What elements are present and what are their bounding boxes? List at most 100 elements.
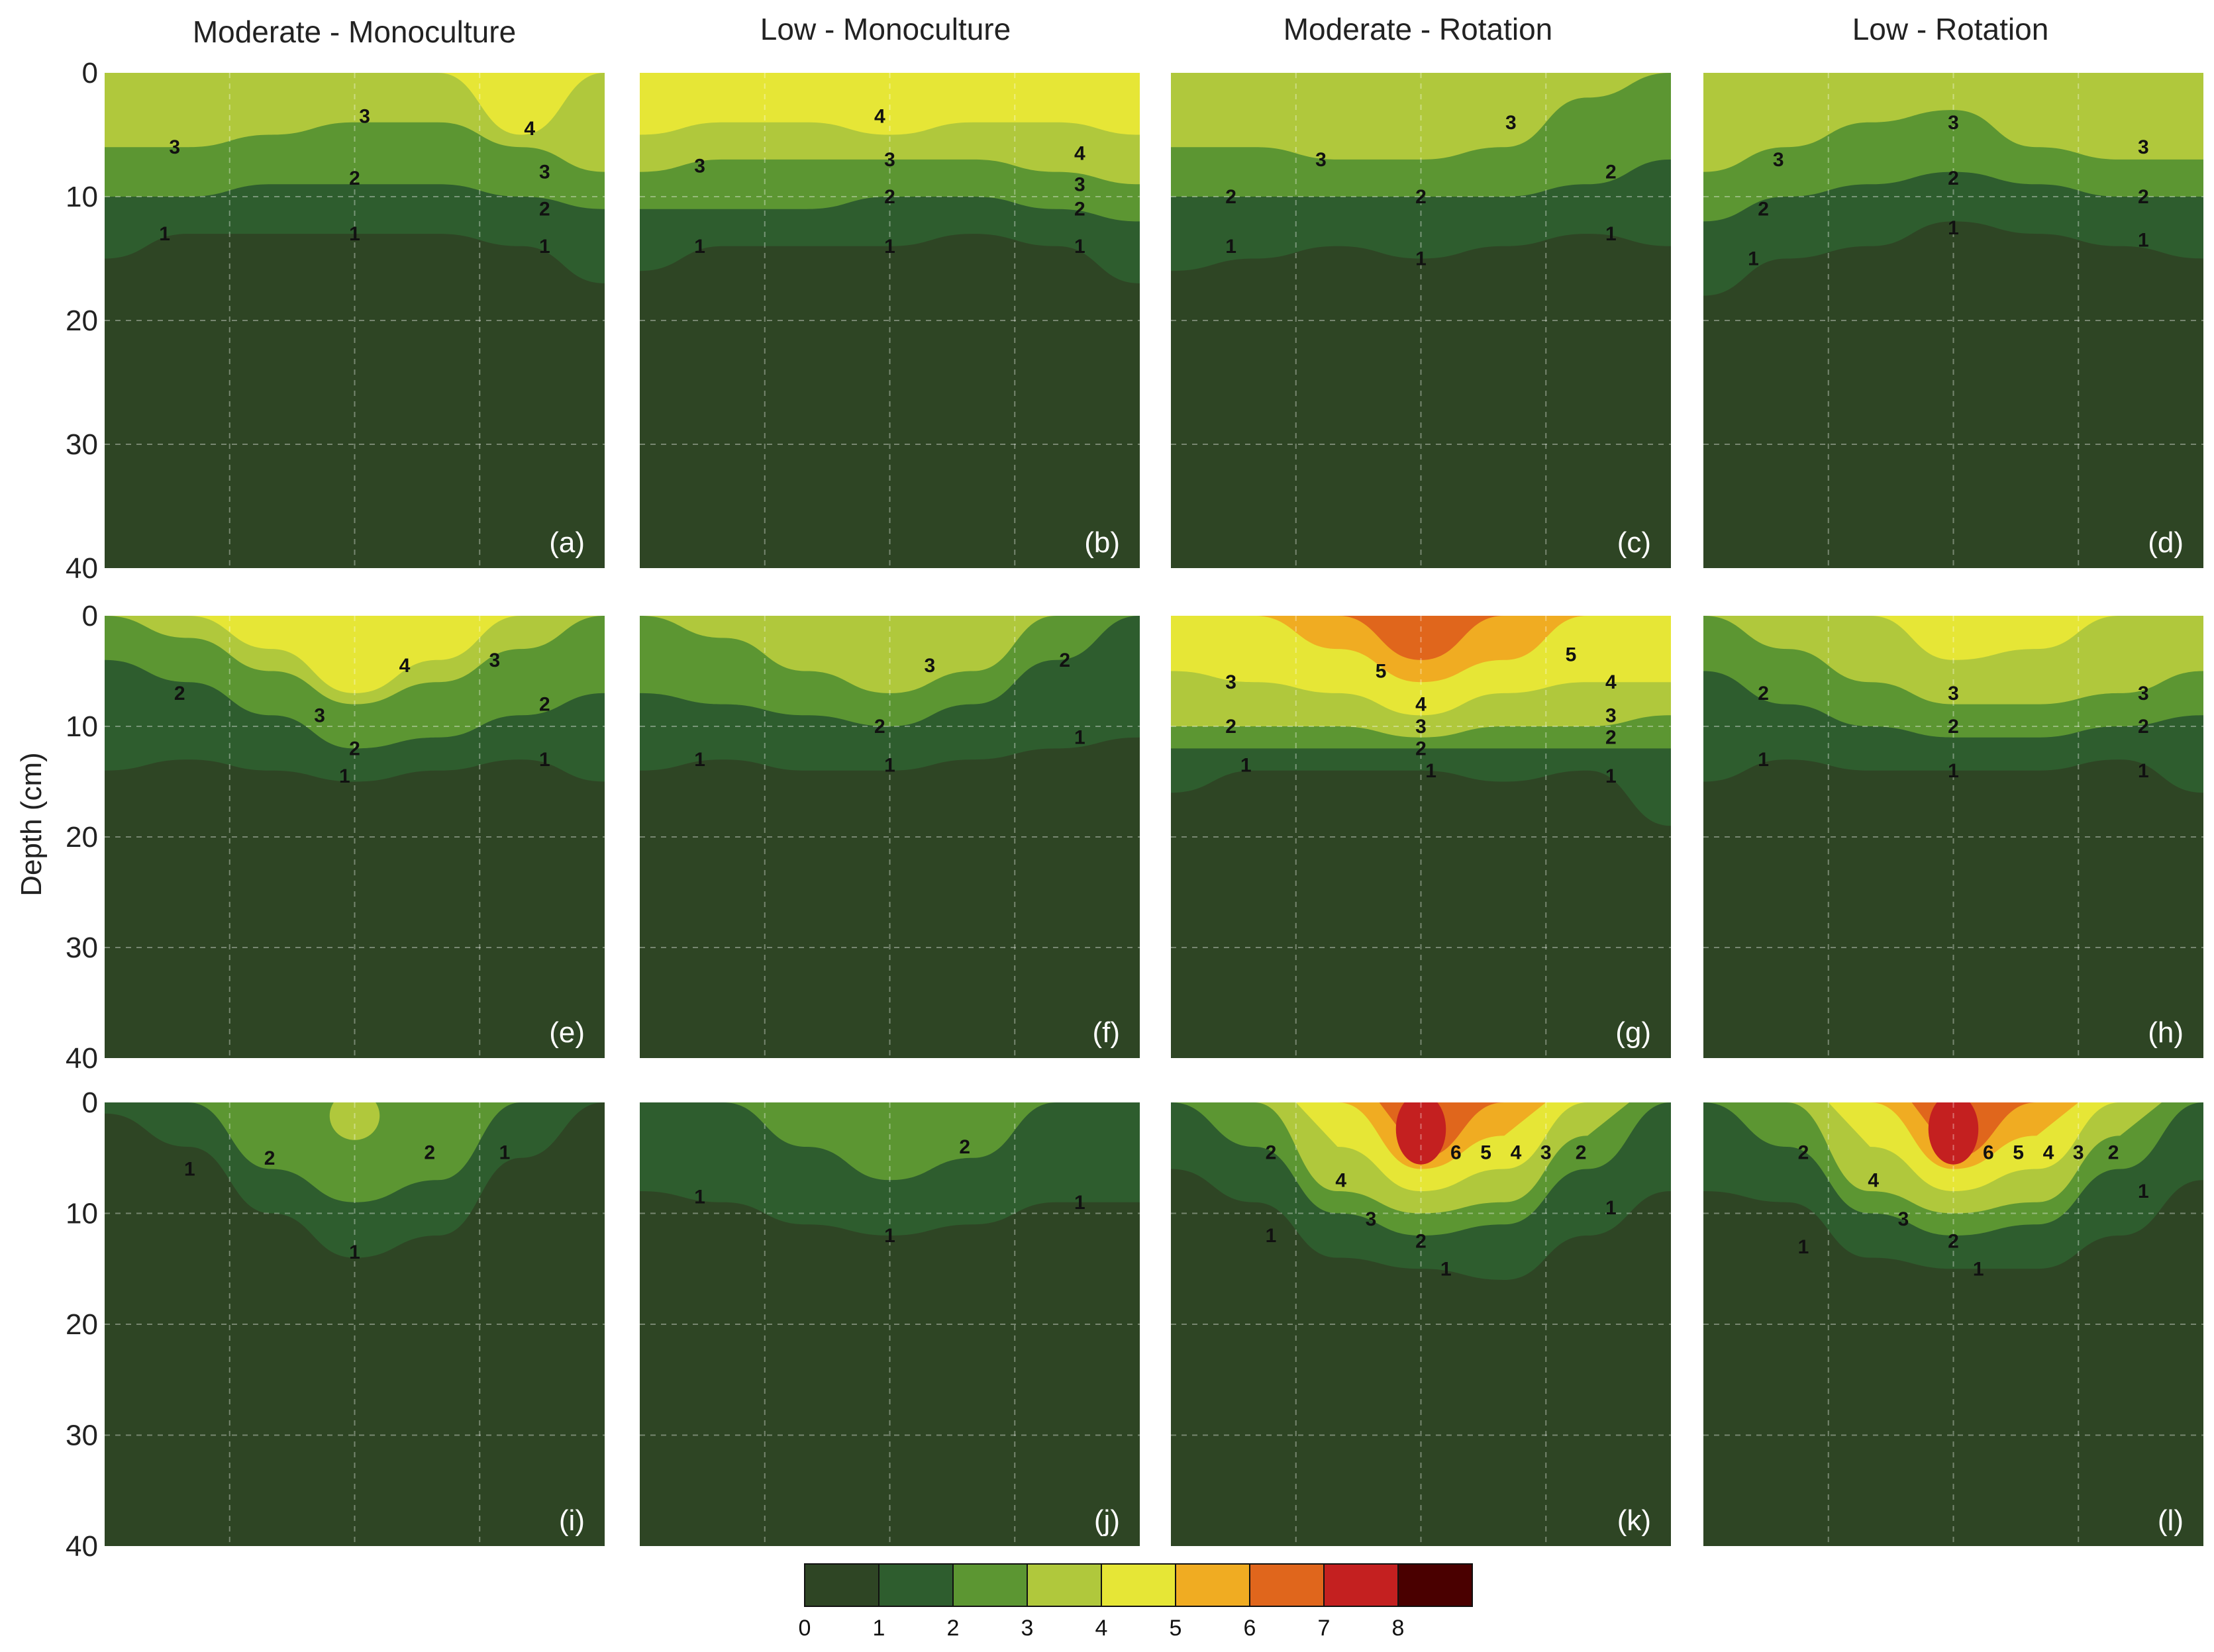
contour-label: 3: [1225, 671, 1236, 693]
contour-label: 2: [1415, 738, 1427, 759]
contour-label: 1: [349, 223, 360, 245]
contour-region-4: [640, 73, 1140, 135]
contour-label: 1: [884, 1225, 895, 1247]
contour-region-3: [1703, 73, 2203, 172]
contour-label: 3: [2138, 136, 2149, 158]
contour-label: 3: [169, 136, 180, 158]
contour-label: 3: [1505, 112, 1517, 134]
column-title-moderate-monoculture: Moderate - Monoculture: [193, 15, 516, 49]
contour-label: 3: [489, 650, 501, 671]
contour-label: 1: [1605, 765, 1617, 787]
y-tick-label: 40: [66, 1530, 98, 1563]
y-tick-label: 40: [66, 552, 98, 585]
y-tick-label: 20: [66, 821, 98, 853]
contour-region-4: [1828, 616, 2162, 660]
panel-gridlines: [1703, 73, 2203, 568]
contour-label: 4: [1605, 671, 1617, 693]
contour-label: 2: [884, 186, 895, 208]
contour-region-4: [146, 616, 564, 693]
contour-label: 1: [1798, 1236, 1809, 1258]
y-tick-label: 30: [66, 428, 98, 461]
contour-region-7: [1395, 1102, 1446, 1165]
colorbar-swatch: [1397, 1563, 1473, 1607]
contour-label: 2: [349, 168, 360, 189]
contour-region-2: [146, 1102, 564, 1202]
panel-d: 1 1 1 2 2 2 3 3 3 (d): [1703, 73, 2203, 568]
contour-label: 2: [1415, 1230, 1427, 1252]
contour-label: 4: [1335, 1169, 1346, 1191]
contour-label: 1: [539, 236, 550, 258]
contour-label: 1: [884, 754, 895, 776]
colorbar: 0 1 2 3 4 5 6 7 8: [799, 1563, 1473, 1641]
contour-label: 1: [539, 749, 550, 771]
contour-label: 1: [1074, 236, 1085, 258]
colorbar-swatch: [1175, 1563, 1250, 1607]
panel-letter: (k): [1617, 1504, 1651, 1537]
contour-label: 2: [1225, 186, 1236, 208]
contour-label: 2: [959, 1136, 970, 1158]
contour-label: 1: [1605, 1197, 1617, 1219]
contour-label: 1: [349, 1241, 360, 1263]
y-tick-label: 30: [66, 932, 98, 964]
contour-label: 2: [1948, 1230, 1959, 1252]
panel-gridlines: [640, 1102, 1140, 1546]
contour-label: 5: [1566, 644, 1577, 665]
contour-label: 6: [1450, 1142, 1462, 1163]
contour-label: 1: [1948, 217, 1959, 239]
panel-gridlines: [1703, 616, 2203, 1058]
colorbar-swatch: [1027, 1563, 1102, 1607]
contour-label: 1: [1074, 727, 1085, 749]
contour-label: 1: [184, 1159, 195, 1181]
y-axis-label: Depth (cm): [15, 752, 48, 897]
contour-region-2: [681, 1102, 1099, 1181]
panel-c: 1 1 1 2 2 2 3 3 (c): [1171, 73, 1671, 568]
colorbar-tick-label: 3: [1021, 1616, 1034, 1641]
contour-label: 2: [1948, 716, 1959, 738]
contour-label: 2: [2138, 716, 2149, 738]
y-tick-label: 10: [66, 181, 98, 213]
contour-label: 2: [349, 738, 360, 759]
contour-label: 3: [1605, 705, 1617, 726]
panel-letter: (h): [2148, 1016, 2184, 1049]
contour-label: 1: [339, 765, 350, 787]
y-tick-label: 10: [66, 1198, 98, 1230]
panel-gridlines: [1703, 1102, 2203, 1546]
panel-letter: (c): [1617, 526, 1651, 559]
contour-label: 1: [1225, 236, 1236, 258]
y-tick-label: 30: [66, 1420, 98, 1452]
contour-label: 2: [1948, 168, 1959, 189]
contour-label: 2: [1798, 1142, 1809, 1163]
colorbar-swatch: [1323, 1563, 1399, 1607]
contour-label: 2: [539, 199, 550, 220]
contour-region-3: [640, 616, 1099, 693]
colorbar-tick-label: 6: [1244, 1616, 1256, 1641]
contour-label: 5: [2013, 1142, 2024, 1163]
contour-label: 4: [524, 118, 535, 140]
panel-j: 1 1 1 2 (j): [640, 1102, 1140, 1546]
contour-label: 1: [694, 749, 705, 771]
contour-label: 1: [1074, 1192, 1085, 1214]
y-tick-label: 0: [82, 600, 98, 632]
contour-label: 3: [539, 162, 550, 183]
contour-label: 1: [1415, 248, 1427, 270]
contour-label: 3: [925, 655, 936, 677]
contour-label: 2: [2138, 186, 2149, 208]
panel-gridlines: [640, 616, 1140, 1058]
contour-label: 4: [1415, 694, 1427, 716]
colorbar-swatch: [1249, 1563, 1325, 1607]
contour-label: 4: [2043, 1142, 2054, 1163]
contour-region-7: [1928, 1102, 1979, 1165]
contour-label: 5: [1480, 1142, 1491, 1163]
contour-label: 2: [1074, 199, 1085, 220]
contour-label: 3: [2138, 683, 2149, 705]
colorbar-tick-label: 0: [799, 1616, 811, 1641]
column-title-low-rotation: Low - Rotation: [1852, 12, 2049, 46]
contour-region-6: [1295, 616, 1546, 660]
contour-region-4: [396, 73, 605, 135]
contour-label: 3: [1366, 1208, 1377, 1230]
column-title-moderate-rotation: Moderate - Rotation: [1283, 12, 1553, 46]
panel-gridlines: [105, 73, 605, 568]
